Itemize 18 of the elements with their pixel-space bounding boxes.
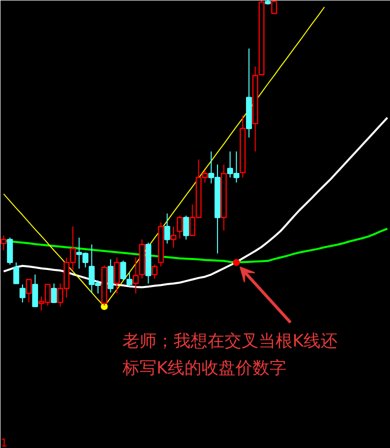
candlestick [6,237,13,266]
text: 老师；我想在交叉当根K线还标写K线的收盘价数字 [122,332,338,378]
candlestick [114,256,120,294]
candlestick [32,274,38,308]
candlestick [132,256,139,294]
candlestick [152,264,158,280]
candlestick [51,283,57,304]
candlestick [20,284,26,303]
candlestick [26,278,32,303]
candlestick [126,272,132,288]
candlestick [13,262,20,284]
candlestick [164,212,170,244]
candlestick [120,260,126,281]
candlestick [183,215,190,240]
candlestick [170,226,176,248]
candlestick [108,258,114,294]
candlestick [176,215,183,240]
text: 1 [0,436,8,448]
